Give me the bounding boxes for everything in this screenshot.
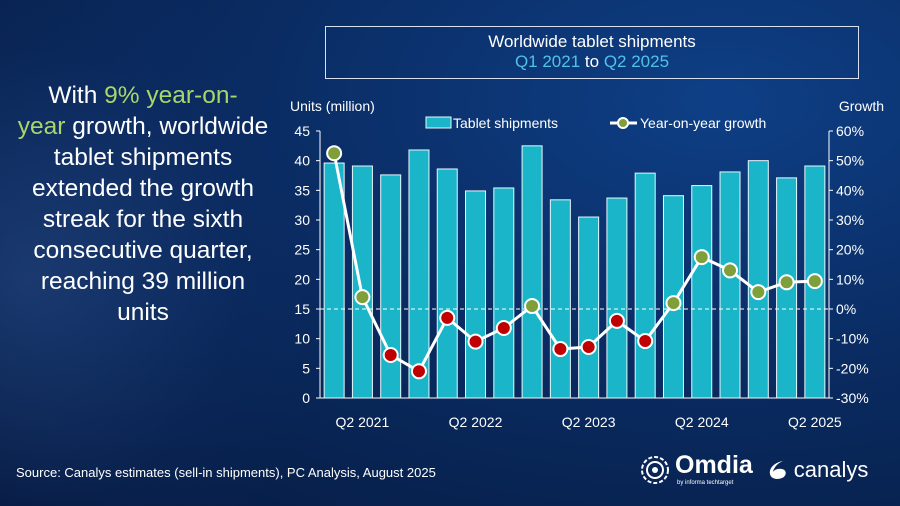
bar-Q4-2021 — [408, 149, 430, 399]
chart-subtitle: Q1 2021 to Q2 2025 — [326, 52, 858, 72]
growth-point-Q2-2025 — [806, 273, 823, 290]
chart-title: Worldwide tablet shipments — [488, 32, 696, 51]
growth-point-Q3-2021 — [382, 346, 399, 363]
growth-point-Q1-2025 — [778, 274, 795, 291]
subtitle-from: Q1 2021 — [514, 52, 581, 71]
x-tick-label: Q2 2022 — [449, 414, 503, 430]
growth-point-Q4-2023 — [637, 333, 654, 350]
bar-Q2-2022 — [465, 190, 487, 399]
left-tick-label: 30 — [294, 212, 310, 228]
chart-title-box: Worldwide tablet shipments Q1 2021 to Q2… — [325, 26, 859, 79]
left-tick-label: 40 — [294, 153, 310, 169]
left-tick-label: 5 — [302, 360, 310, 376]
right-tick-label: -10% — [836, 331, 869, 347]
omdia-ring-icon — [641, 455, 669, 484]
source-note: Source: Canalys estimates (sell-in shipm… — [16, 465, 436, 480]
x-tick-label: Q2 2023 — [562, 414, 616, 430]
legend-bar-label: Tablet shipments — [453, 115, 558, 131]
growth-point-Q2-2023 — [580, 338, 597, 355]
right-tick-label: 40% — [836, 182, 864, 198]
legend-bar-swatch — [425, 116, 452, 129]
bar-Q3-2023 — [606, 197, 628, 399]
left-tick-label: 20 — [294, 271, 310, 287]
left-tick-label: 0 — [302, 390, 310, 406]
right-axis-title: Growth — [839, 98, 884, 114]
growth-point-Q4-2021 — [410, 363, 427, 380]
growth-point-Q1-2023 — [552, 341, 569, 358]
x-tick-label: Q2 2024 — [675, 414, 729, 430]
canalys-text: canalys — [793, 456, 869, 482]
growth-point-Q3-2022 — [495, 319, 512, 336]
right-tick-label: 50% — [836, 153, 864, 169]
bar-Q2-2023 — [578, 216, 600, 399]
growth-point-Q2-2024 — [693, 249, 710, 266]
canalys-swirl-icon — [769, 460, 786, 479]
subtitle-to-word: to — [584, 52, 600, 71]
canalys-logo: canalys — [767, 456, 869, 483]
right-tick-label: 0% — [836, 301, 856, 317]
headline-pre: With — [48, 82, 105, 109]
omdia-subtext: by informa techtarget — [677, 480, 734, 486]
left-tick-label: 15 — [294, 301, 310, 317]
logos: Omdia by informa techtarget canalys — [640, 452, 868, 487]
bar-Q2-2024 — [691, 185, 713, 399]
bar-Q1-2023 — [549, 199, 571, 399]
right-tick-label: 30% — [836, 212, 864, 228]
bar-Q1-2021 — [323, 162, 345, 399]
omdia-text: Omdia — [675, 451, 753, 479]
growth-point-Q4-2024 — [750, 284, 767, 301]
bar-Q3-2022 — [493, 187, 515, 399]
left-tick-label: 45 — [294, 123, 310, 139]
left-tick-label: 25 — [294, 242, 310, 258]
bar-Q3-2021 — [380, 174, 402, 399]
right-tick-label: 10% — [836, 271, 864, 287]
x-tick-label: Q2 2021 — [336, 414, 390, 430]
bar-Q3-2024 — [719, 171, 741, 399]
left-axis-title: Units (million) — [290, 98, 375, 114]
growth-point-Q1-2021 — [326, 145, 343, 162]
legend-line-label: Year-on-year growth — [640, 115, 766, 131]
right-tick-label: -20% — [836, 360, 869, 376]
growth-point-Q3-2023 — [608, 312, 625, 329]
growth-point-Q1-2024 — [665, 295, 682, 312]
right-tick-label: 60% — [836, 123, 864, 139]
right-tick-label: -30% — [836, 390, 869, 406]
subtitle-to: Q2 2025 — [603, 52, 670, 71]
bar-Q4-2024 — [747, 160, 769, 399]
bar-Q2-2021 — [351, 165, 373, 399]
headline-post: growth, worldwide tablet shipments exten… — [31, 113, 269, 326]
growth-line — [332, 152, 815, 374]
bar-Q4-2023 — [634, 172, 656, 399]
growth-point-Q1-2022 — [439, 309, 456, 326]
headline: With 9% year-on-year growth, worldwide t… — [12, 80, 274, 328]
left-tick-label: 10 — [294, 331, 310, 347]
omdia-logo: Omdia by informa techtarget — [640, 452, 753, 487]
background-swoosh — [0, 0, 300, 506]
growth-point-Q2-2022 — [467, 333, 484, 350]
x-tick-label: Q2 2025 — [788, 414, 842, 430]
headline-highlight: 9% year-on- — [104, 82, 238, 109]
growth-point-Q2-2021 — [354, 289, 371, 306]
headline-highlight-2: year — [17, 113, 66, 140]
right-tick-label: 20% — [836, 242, 864, 258]
growth-point-Q3-2024 — [722, 262, 739, 279]
left-tick-label: 35 — [294, 182, 310, 198]
bar-Q4-2022 — [521, 145, 543, 399]
legend-line-marker — [617, 117, 629, 129]
growth-point-Q4-2022 — [524, 298, 541, 315]
bar-Q1-2022 — [436, 168, 458, 399]
